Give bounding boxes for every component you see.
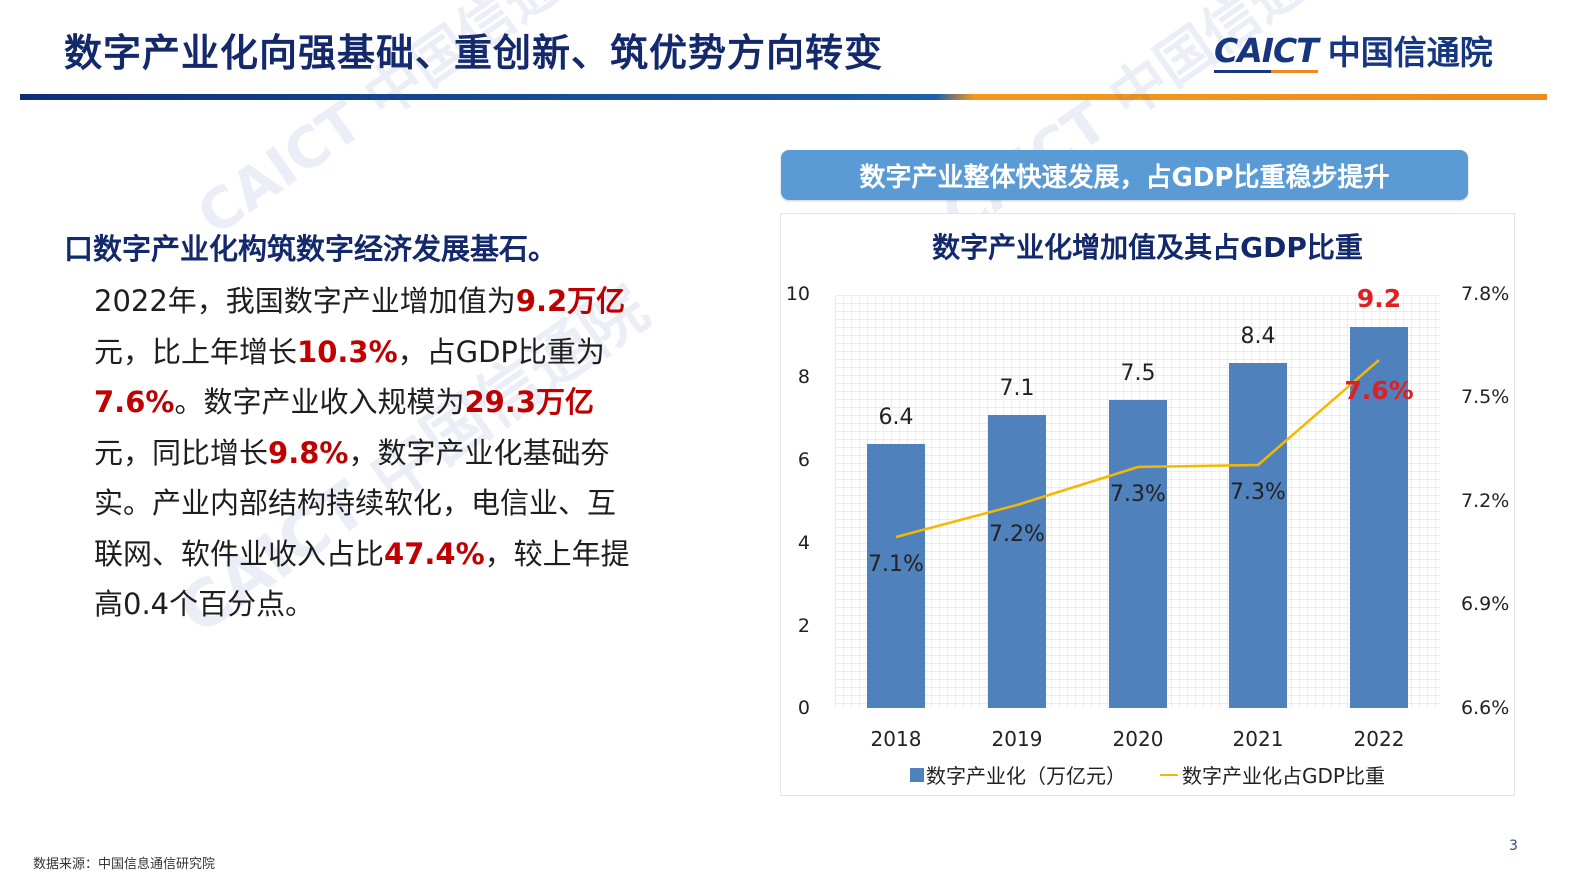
highlight-value: 9.8% bbox=[268, 435, 349, 470]
logo-english: CAICT bbox=[1214, 30, 1319, 73]
logo-chinese: 中国信通院 bbox=[1327, 33, 1493, 72]
text-segment: ，占GDP比重为 bbox=[397, 334, 605, 369]
bar-value-label: 7.1 bbox=[999, 376, 1035, 401]
x-tick: 2019 bbox=[991, 727, 1043, 751]
body-paragraph: 2022年，我国数字产业增加值为9.2万亿元，比上年增长10.3%，占GDP比重… bbox=[94, 276, 634, 630]
highlight-value: 10.3% bbox=[297, 334, 398, 369]
text-segment: ，较上年提高0.4个百分点。 bbox=[94, 536, 630, 622]
bar-2019 bbox=[988, 415, 1046, 708]
legend-item-bar: 数字产业化（万亿元） bbox=[910, 760, 1126, 789]
y-right-tick: 7.8% bbox=[1461, 283, 1510, 305]
text-segment: 元，比上年增长 bbox=[94, 334, 298, 369]
bar-value-label-highlight: 9.2 bbox=[1356, 284, 1402, 313]
bullet-heading-text: 数字产业化构筑数字经济发展基石。 bbox=[93, 232, 558, 266]
y-left-tick: 4 bbox=[797, 532, 810, 554]
bar-value-label: 7.5 bbox=[1120, 361, 1156, 386]
highlight-value: 9.2万亿 bbox=[515, 284, 626, 318]
y-right-tick: 7.2% bbox=[1461, 490, 1510, 512]
text-segment: 。数字产业收入规模为 bbox=[174, 385, 465, 419]
bullet-heading: 口数字产业化构筑数字经济发展基石。 bbox=[64, 226, 557, 268]
chart-title: 数字产业化增加值及其占GDP比重 bbox=[932, 231, 1363, 264]
bar-value-label: 8.4 bbox=[1240, 324, 1276, 349]
line-value-label: 7.3% bbox=[1230, 480, 1286, 505]
line-swatch-icon bbox=[1160, 773, 1179, 776]
highlight-value: 47.4% bbox=[384, 536, 485, 571]
x-tick: 2022 bbox=[1353, 727, 1405, 751]
x-tick: 2021 bbox=[1232, 727, 1284, 751]
y-right-tick: 7.5% bbox=[1461, 386, 1510, 408]
bar-value-label: 6.4 bbox=[878, 405, 914, 430]
line-value-label: 7.2% bbox=[989, 522, 1045, 547]
bar-2020 bbox=[1109, 400, 1167, 708]
legend-item-line: 数字产业化占GDP比重 bbox=[1160, 760, 1385, 789]
line-value-label: 7.1% bbox=[868, 552, 924, 577]
text-segment: 2022年，我国数字产业增加值为 bbox=[94, 284, 516, 318]
y-left-tick: 6 bbox=[797, 449, 810, 471]
caict-logo: CAICT 中国信通院 bbox=[1214, 28, 1493, 73]
data-source: 数据来源：中国信息通信研究院 bbox=[33, 857, 216, 872]
line-value-label-highlight: 7.6% bbox=[1344, 376, 1414, 405]
legend-label: 数字产业化（万亿元） bbox=[926, 764, 1127, 788]
highlight-value: 7.6% bbox=[94, 385, 175, 419]
summary-banner: 数字产业整体快速发展，占GDP比重稳步提升 bbox=[781, 150, 1468, 200]
y-left-tick: 8 bbox=[797, 366, 810, 388]
page-number: 3 bbox=[1509, 838, 1518, 854]
slide-title: 数字产业化向强基础、重创新、筑优势方向转变 bbox=[64, 31, 884, 75]
legend-label: 数字产业化占GDP比重 bbox=[1182, 764, 1385, 788]
bullet-marker: 口 bbox=[64, 232, 94, 266]
text-segment: 元，同比增长 bbox=[94, 435, 269, 470]
y-left-tick: 10 bbox=[785, 283, 810, 305]
header-divider bbox=[20, 94, 1547, 100]
y-left-tick: 2 bbox=[797, 615, 810, 637]
highlight-value: 29.3万亿 bbox=[464, 385, 595, 419]
y-right-tick: 6.6% bbox=[1461, 697, 1510, 719]
line-value-label: 7.3% bbox=[1110, 482, 1166, 507]
x-tick: 2018 bbox=[870, 727, 922, 751]
y-right-tick: 6.9% bbox=[1461, 593, 1510, 615]
bar-swatch-icon bbox=[910, 767, 925, 782]
bar-2021 bbox=[1229, 363, 1287, 708]
chart-legend: 数字产业化（万亿元） 数字产业化占GDP比重 bbox=[780, 760, 1515, 789]
text-segment: ，数字产业化基础夯实。产业内部结构持续软化，电信业、互联网、软件业收入占比 bbox=[94, 435, 617, 571]
y-left-tick: 0 bbox=[797, 697, 810, 719]
x-tick: 2020 bbox=[1112, 727, 1164, 751]
